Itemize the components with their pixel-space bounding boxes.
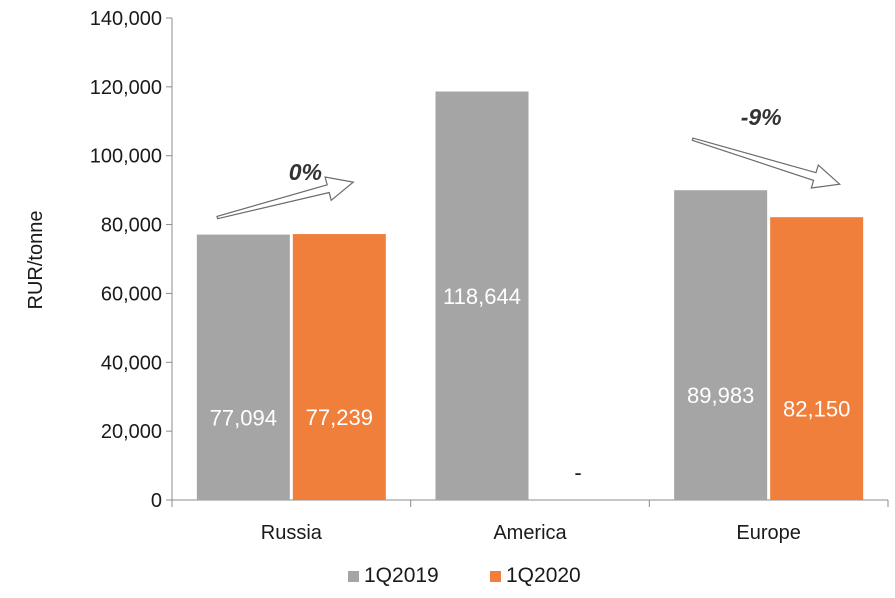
axes: 0 20,000 40,000 60,000 80,000 100,000 120,000 1…	[90, 8, 889, 544]
y-tick-label: 20,000	[101, 421, 162, 443]
data-labels: 77,094 77,239 118,644 - 89,983 82,150	[210, 284, 851, 485]
legend-swatch	[490, 571, 501, 582]
bar	[292, 234, 386, 501]
y-axis-label: RUR/tonne	[25, 211, 47, 310]
x-tick-label: Europe	[736, 522, 801, 544]
data-label: 89,983	[687, 383, 754, 408]
change-annotation: -9%	[741, 104, 782, 130]
y-tick-label: 100,000	[90, 146, 162, 168]
y-tick-label: 140,000	[90, 8, 162, 30]
bar	[435, 91, 529, 500]
annotations: 0% -9%	[216, 104, 842, 220]
x-tick-label: Russia	[261, 522, 323, 544]
data-label: 77,239	[306, 405, 373, 430]
trend-arrow	[216, 176, 355, 220]
legend-swatch	[348, 571, 359, 582]
trend-arrow	[691, 137, 842, 189]
bars	[196, 91, 864, 501]
data-label: 77,094	[210, 405, 277, 430]
y-tick-label: 0	[151, 490, 162, 512]
legend: 1Q2019 1Q2020	[348, 564, 581, 587]
data-label: 82,150	[783, 397, 850, 422]
legend-label: 1Q2019	[364, 564, 439, 587]
change-annotation: 0%	[289, 159, 322, 185]
bar	[196, 234, 290, 501]
bar	[770, 217, 864, 500]
y-tick-label: 120,000	[90, 77, 162, 99]
data-label: 118,644	[443, 284, 521, 309]
data-label: -	[574, 460, 581, 485]
y-tick-label: 60,000	[101, 283, 162, 305]
bar	[674, 190, 768, 500]
x-tick-label: America	[493, 522, 567, 544]
y-tick-label: 40,000	[101, 352, 162, 374]
y-tick-label: 80,000	[101, 215, 162, 237]
legend-label: 1Q2020	[506, 564, 581, 587]
